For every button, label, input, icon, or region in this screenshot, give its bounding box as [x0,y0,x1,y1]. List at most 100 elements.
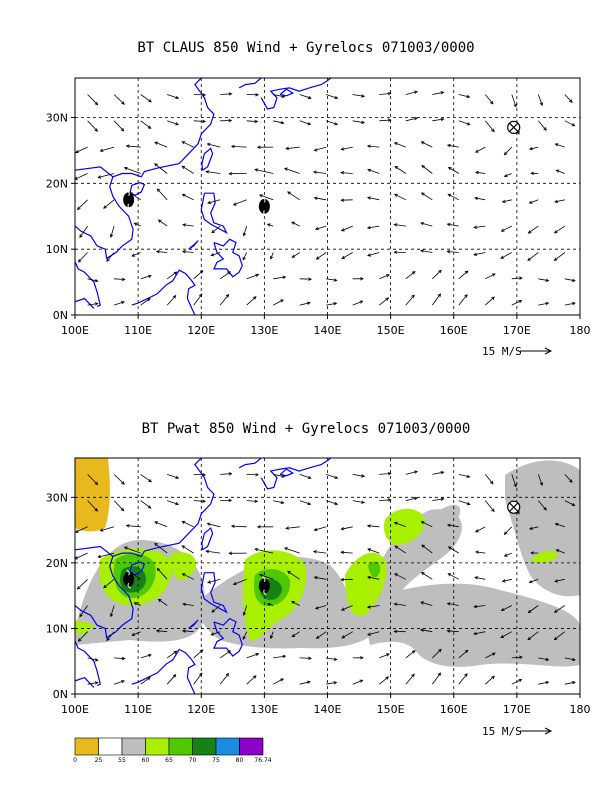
wind-arrow [140,274,152,280]
top-scale-arrow [520,347,553,355]
wind-arrow [133,222,141,227]
gyre-location-marker [123,190,135,210]
wind-arrow [484,500,495,513]
wind-arrow [432,648,442,659]
wind-arrow [421,544,433,554]
wind-arrow [352,500,366,504]
wind-arrow [273,678,285,685]
wind-arrow [393,223,406,227]
wind-arrow [367,631,380,636]
wind-arrow [474,576,486,580]
wind-arrow [270,252,274,260]
wind-arrow [315,252,327,260]
wind-arrow [283,167,300,174]
wind-arrow [379,297,390,306]
wind-arrow [167,500,180,506]
wind-arrow [537,500,547,511]
wind-arrow [140,653,152,659]
wind-arrow [379,274,390,280]
wind-arrow [564,474,573,483]
wind-arrow [75,552,88,560]
wind-arrow [475,170,486,175]
wind-arrow [421,164,433,174]
wind-arrow [299,120,312,126]
wind-arrow [537,474,543,487]
wind-arrow [554,578,565,583]
wind-arrow [528,199,539,204]
wind-arrow [528,526,539,530]
coastline [279,468,295,477]
wind-arrow [432,117,445,122]
colorbar-label: 70 [189,757,197,764]
lat-tick-label: 10N [46,622,68,635]
wind-arrow [181,250,194,254]
wind-arrow [246,273,260,280]
wind-arrow [340,577,353,582]
wind-arrow [420,521,433,528]
wind-arrow [538,278,550,282]
lon-tick-label: 140E [314,324,342,337]
wind-arrow [393,193,406,201]
wind-arrow [258,194,274,201]
wind-arrow [501,199,512,203]
lon-tick-label: 180 [570,703,591,716]
wind-arrow [273,654,287,659]
colorbar-label: 80 [236,757,244,764]
wind-arrow [458,474,471,478]
wind-arrow [394,545,407,554]
top-map-panel: 100E 110E 120E 130E 140E 150E 160E 170E 180 0N 10N… [46,77,591,358]
wind-arrow [340,526,353,531]
wind-arrow [99,146,115,152]
wind-arrow [503,146,513,156]
wind-arrow [458,294,468,306]
wind-arrow [114,656,126,661]
coastline [131,269,196,315]
wind-arrow [193,499,206,503]
wind-arrow [77,252,88,263]
wind-arrow [155,629,168,633]
wind-arrow [314,225,327,231]
coastline [212,617,243,657]
wind-arrow [140,297,151,306]
wind-arrow [242,631,248,641]
wind-arrow [167,474,180,479]
wind-arrow [113,474,125,485]
wind-arrow [299,680,311,685]
wind-arrow [211,605,221,613]
wind-arrow [193,119,206,124]
bottom-axis-ticks: 100E 110E 120E 130E 140E 150E 160E 170E 180 0N 10N… [46,491,591,716]
wind-arrow [475,550,486,554]
wind-arrow [352,656,364,660]
wind-arrow [312,170,327,174]
wind-arrow [181,165,194,174]
wind-arrow [207,199,221,205]
wind-arrow [75,173,88,180]
wind-arrow [564,657,576,662]
wind-arrow [432,471,445,475]
wind-arrow [155,250,168,254]
wind-arrow [475,146,486,153]
pwat-shading [75,458,580,667]
wind-arrow [125,144,141,148]
wind-arrow [87,120,98,132]
wind-arrow [87,681,99,685]
wind-arrow [140,677,151,685]
lon-tick-label: 110E [124,703,152,716]
top-axis-ticks: 100E 110E 120E 130E 140E 150E 160E 170E 180 0N 10N… [46,112,591,338]
lat-tick-label: 20N [46,177,68,190]
wind-arrow [242,225,248,237]
colorbar-label: 55 [118,757,126,764]
wind-arrow [500,605,512,611]
wind-arrow [420,249,433,253]
wind-arrow [182,602,194,607]
wind-arrow [473,225,486,229]
wind-arrow [458,270,469,280]
wind-arrow [473,631,486,636]
wind-arrow [379,118,392,122]
wind-arrow [312,550,327,554]
wind-arrow [254,548,274,554]
wind-arrow [484,120,495,133]
wind-arrow [379,471,392,476]
wind-arrow [500,252,512,259]
wind-arrow [246,499,259,503]
